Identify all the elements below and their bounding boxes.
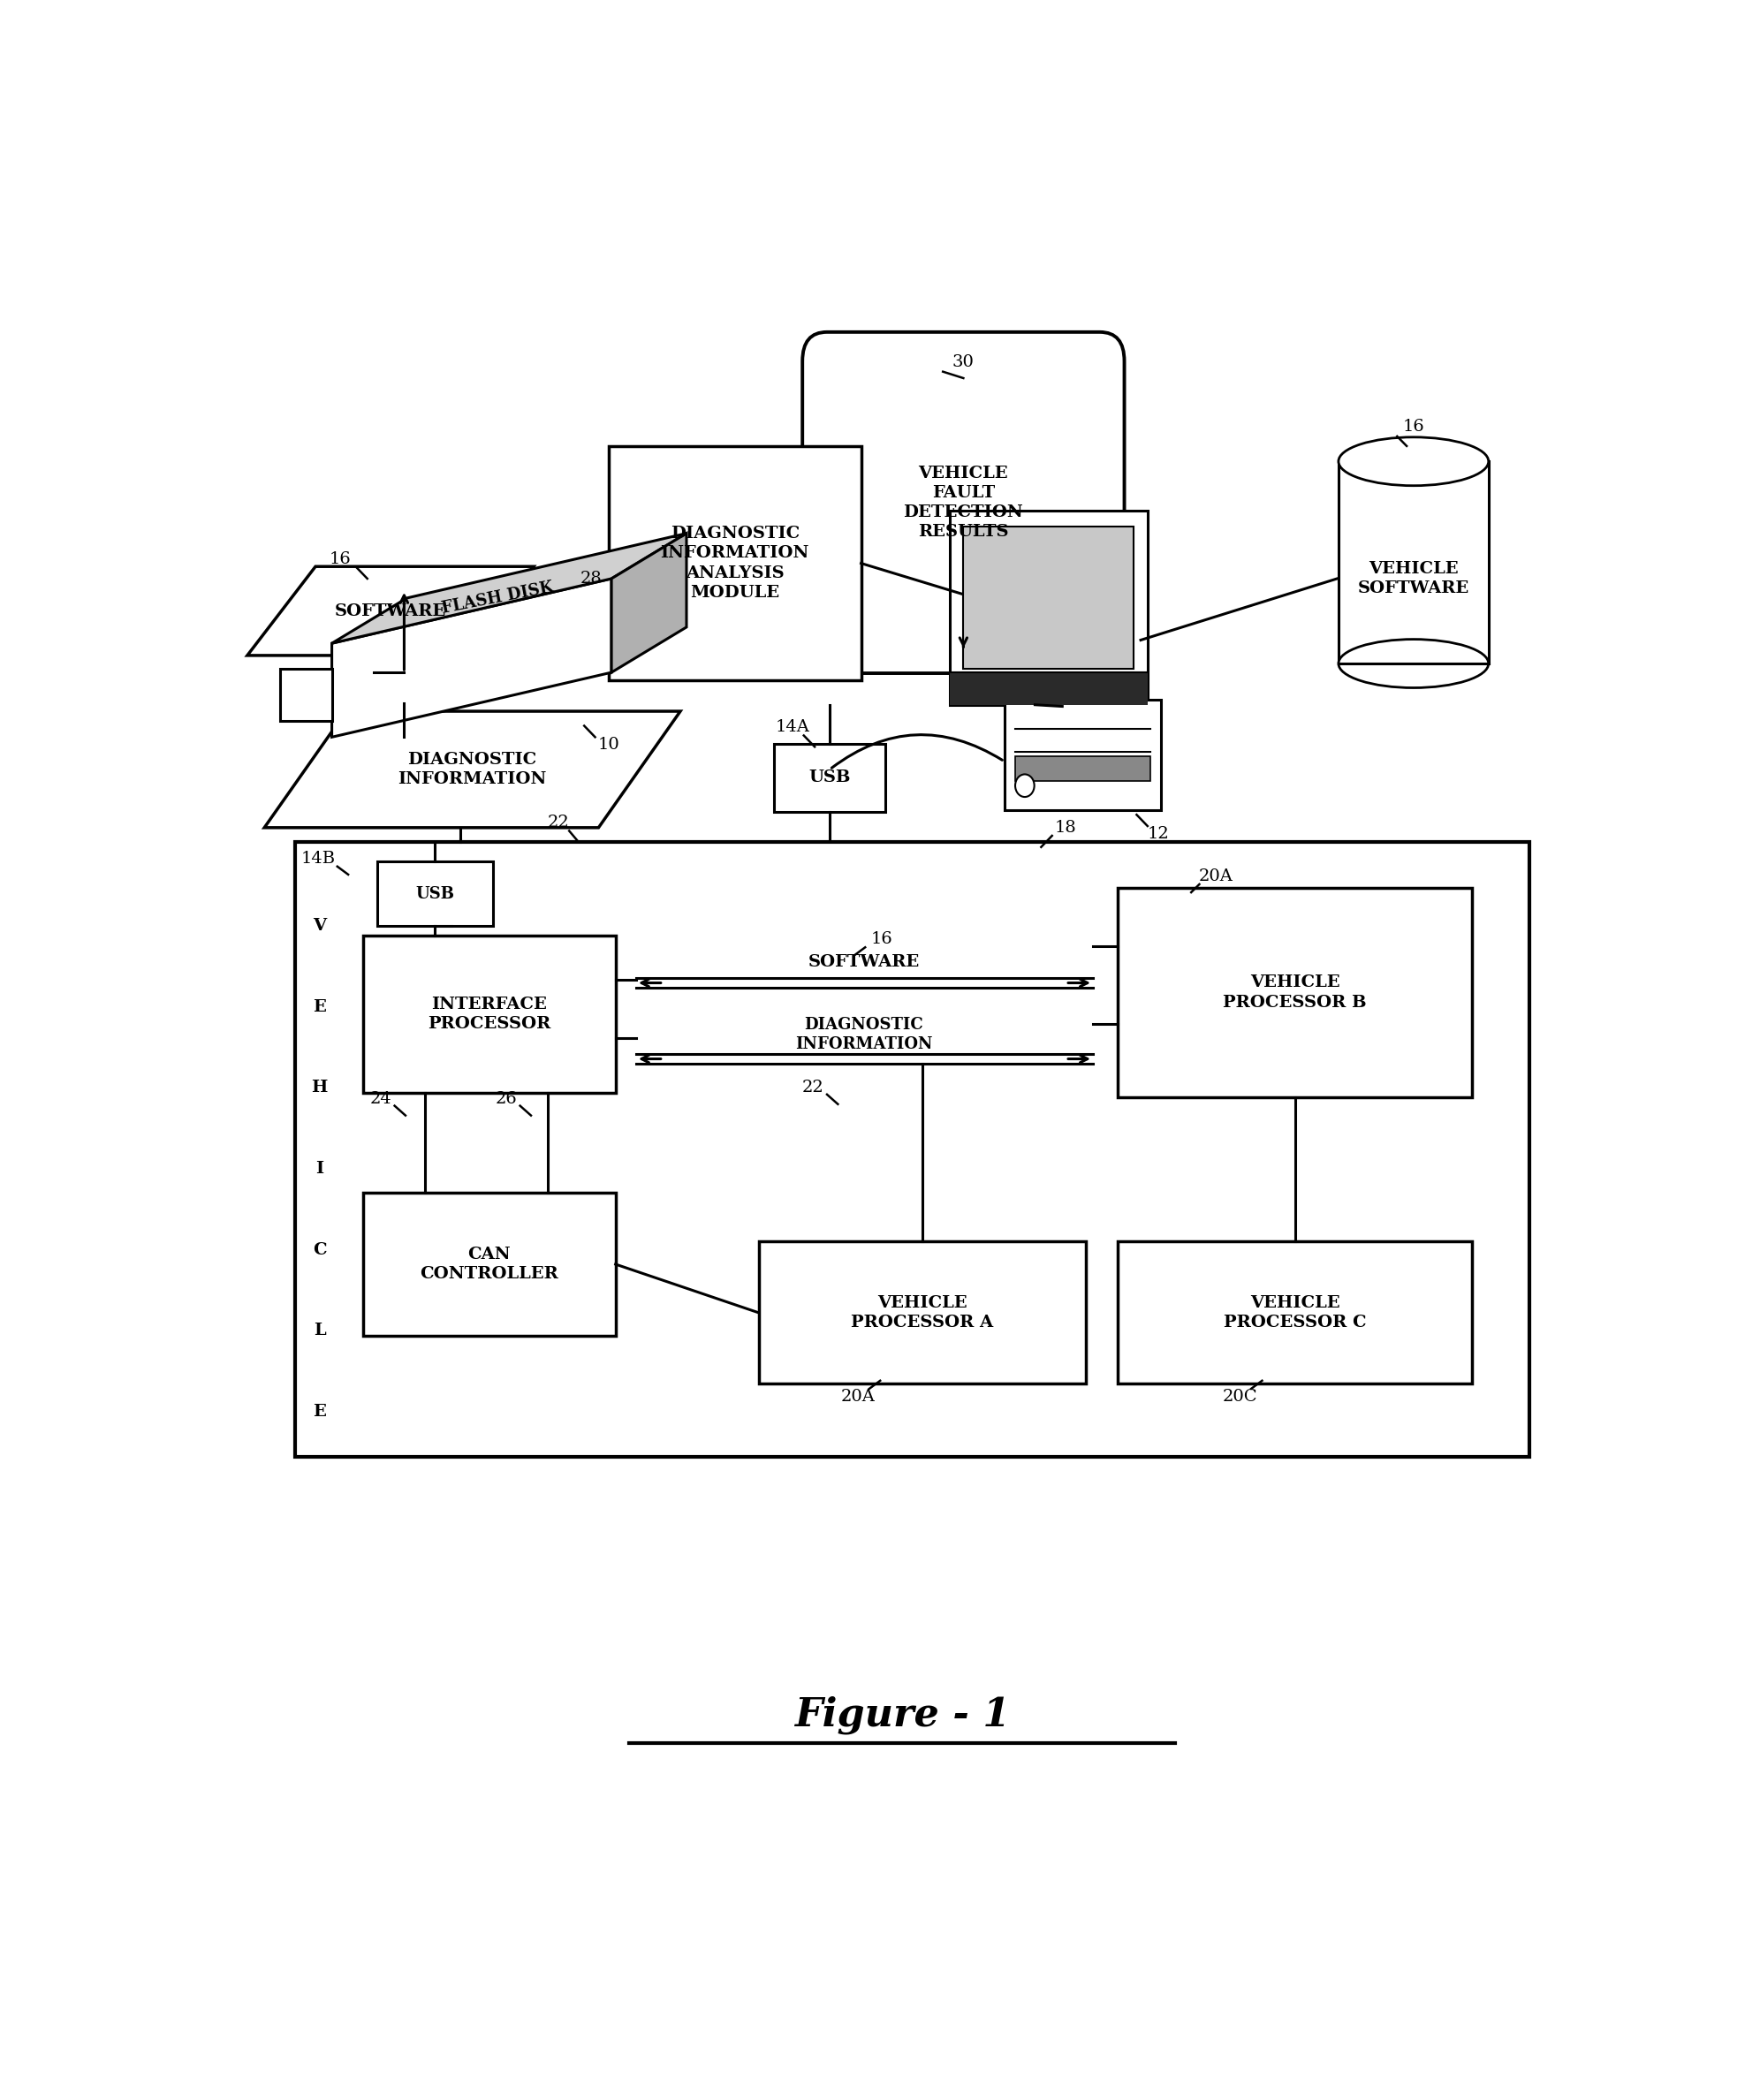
FancyBboxPatch shape (363, 937, 616, 1092)
Circle shape (1016, 775, 1035, 796)
Text: CAN
CONTROLLER: CAN CONTROLLER (421, 1247, 558, 1281)
Text: 16: 16 (1403, 418, 1424, 435)
Text: SOFTWARE: SOFTWARE (334, 603, 447, 619)
Text: DIAGNOSTIC
INFORMATION: DIAGNOSTIC INFORMATION (796, 1016, 933, 1052)
Text: 20A: 20A (841, 1388, 875, 1405)
Text: 16: 16 (329, 552, 350, 567)
Text: 18: 18 (1054, 819, 1077, 836)
Text: VEHICLE
PROCESSOR B: VEHICLE PROCESSOR B (1223, 974, 1368, 1010)
Text: 16: 16 (871, 930, 892, 947)
Text: DIAGNOSTIC
INFORMATION: DIAGNOSTIC INFORMATION (398, 752, 547, 788)
Text: 14A: 14A (776, 720, 810, 735)
Text: 22: 22 (547, 815, 568, 832)
Text: 30: 30 (952, 355, 975, 370)
Text: 24: 24 (370, 1092, 392, 1107)
Text: 12: 12 (1148, 825, 1169, 842)
Text: Figure - 1: Figure - 1 (794, 1697, 1010, 1735)
Polygon shape (280, 670, 333, 720)
FancyBboxPatch shape (1118, 1241, 1471, 1384)
Text: 22: 22 (803, 1079, 824, 1096)
Text: VEHICLE
SOFTWARE: VEHICLE SOFTWARE (1357, 561, 1470, 596)
FancyBboxPatch shape (1016, 756, 1151, 781)
Polygon shape (333, 580, 611, 737)
FancyBboxPatch shape (296, 842, 1529, 1457)
Text: FLASH DISK: FLASH DISK (440, 580, 554, 617)
Text: C: C (313, 1241, 326, 1258)
FancyBboxPatch shape (363, 1193, 616, 1336)
Text: 14B: 14B (301, 851, 336, 867)
FancyBboxPatch shape (1118, 888, 1471, 1098)
FancyBboxPatch shape (774, 743, 885, 811)
Polygon shape (246, 567, 533, 655)
Bar (1339, 462, 1489, 664)
FancyBboxPatch shape (950, 510, 1148, 706)
Text: 10: 10 (598, 737, 620, 754)
Text: VEHICLE
FAULT
DETECTION
RESULTS: VEHICLE FAULT DETECTION RESULTS (903, 466, 1023, 540)
Text: VEHICLE
PROCESSOR A: VEHICLE PROCESSOR A (852, 1296, 994, 1331)
Bar (950, 672, 1148, 706)
Text: L: L (313, 1323, 326, 1338)
Text: INTERFACE
PROCESSOR: INTERFACE PROCESSOR (428, 998, 551, 1033)
Polygon shape (333, 533, 686, 643)
Polygon shape (264, 712, 681, 827)
FancyBboxPatch shape (1005, 699, 1162, 811)
Text: VEHICLE
PROCESSOR C: VEHICLE PROCESSOR C (1223, 1296, 1366, 1331)
FancyBboxPatch shape (963, 527, 1133, 670)
FancyBboxPatch shape (377, 861, 493, 926)
Text: 20C: 20C (1223, 1388, 1258, 1405)
Polygon shape (611, 533, 686, 672)
Text: 26: 26 (496, 1092, 517, 1107)
Text: USB: USB (415, 886, 454, 901)
FancyBboxPatch shape (609, 445, 861, 680)
Text: SOFTWARE: SOFTWARE (808, 953, 919, 970)
Ellipse shape (1339, 437, 1489, 485)
Text: E: E (313, 1000, 326, 1014)
Text: DIAGNOSTIC
INFORMATION
ANALYSIS
MODULE: DIAGNOSTIC INFORMATION ANALYSIS MODULE (660, 525, 810, 601)
Text: 28: 28 (581, 571, 602, 586)
Text: USB: USB (810, 769, 850, 785)
FancyBboxPatch shape (759, 1241, 1086, 1384)
Text: V: V (313, 918, 326, 935)
Text: E: E (313, 1403, 326, 1420)
Text: 20A: 20A (1199, 867, 1234, 884)
FancyBboxPatch shape (803, 332, 1125, 674)
Text: H: H (312, 1079, 327, 1096)
Text: I: I (315, 1161, 324, 1176)
Ellipse shape (1339, 638, 1489, 689)
